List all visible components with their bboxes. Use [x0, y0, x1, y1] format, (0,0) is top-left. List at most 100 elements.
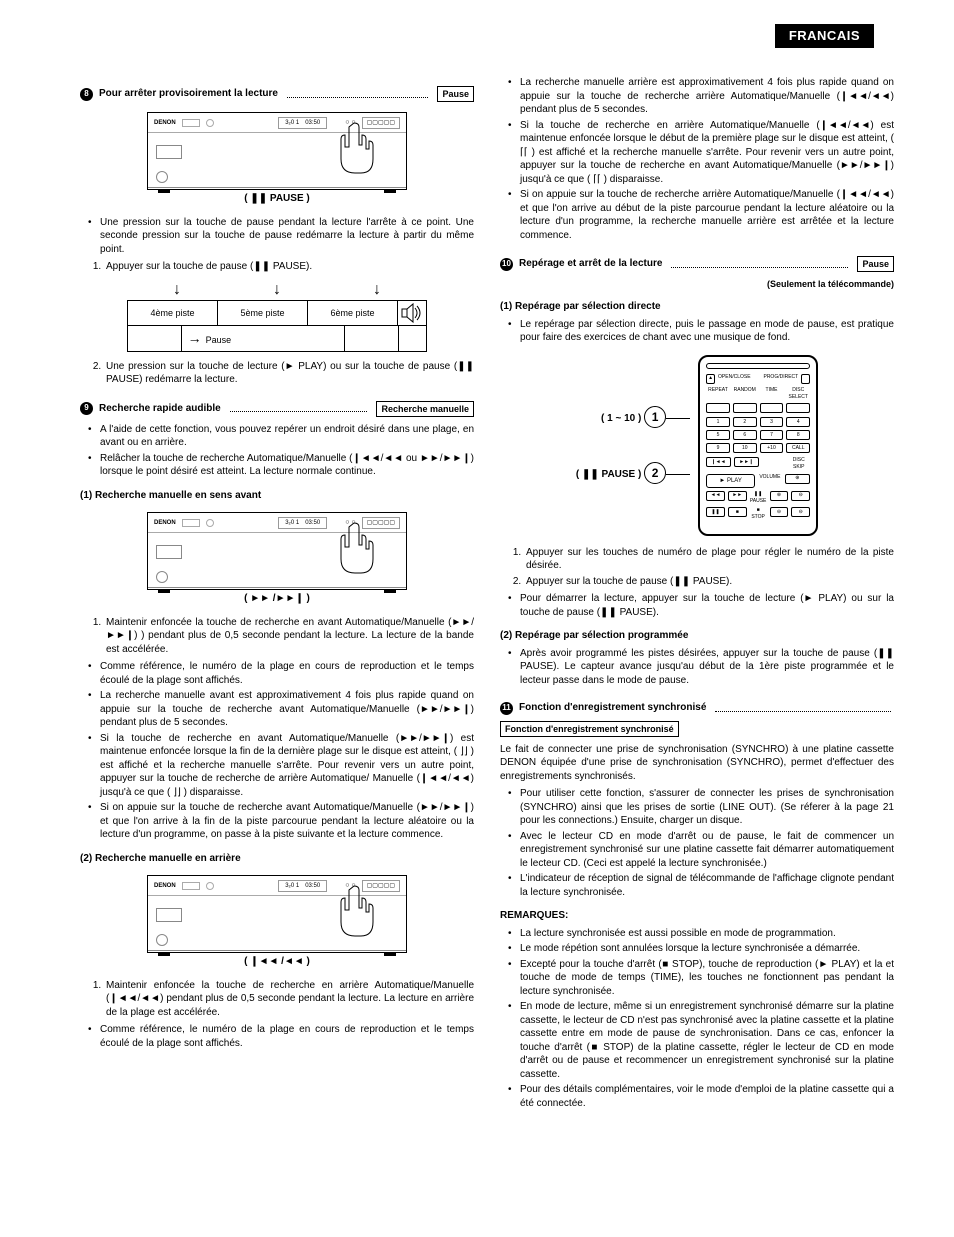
list-item: Maintenir enfoncée la touche de recherch… [104, 616, 474, 657]
bullet-item: Pour des détails complémentaires, voir l… [512, 1083, 894, 1110]
remote-num-button: 7 [760, 430, 784, 440]
subheading: (2) Repérage par sélection programmée [500, 629, 894, 643]
cd-player-illustration: DENON 3₂0 103:50 ○ ○ ▢▢▢▢▢ [147, 512, 407, 590]
remote-label: DISC SKIP [787, 457, 810, 471]
bullet-item: Excepté pour la touche d'arrêt (■ STOP),… [512, 958, 894, 999]
section-box-label: Pause [857, 256, 894, 272]
bullet-list: Comme référence, le numéro de la plage e… [80, 660, 474, 842]
bullet-list: Une pression sur la touche de pause pend… [80, 216, 474, 257]
section-title: Recherche rapide audible [99, 402, 221, 416]
display-track: 3₂0 1 [285, 519, 299, 527]
section-number-icon: 10 [500, 258, 513, 271]
section-number-icon: 8 [80, 88, 93, 101]
bullet-item: La lecture synchronisée est aussi possib… [512, 927, 894, 941]
figure-cd-player-fwd: DENON 3₂0 103:50 ○ ○ ▢▢▢▢▢ ( ►► /►►❙ ) [80, 512, 474, 606]
leader-dots [671, 261, 848, 268]
list-item: Appuyer sur les touches de numéro de pla… [524, 546, 894, 573]
bullet-item: Si la touche de recherche en avant Autom… [92, 732, 474, 800]
list-item: Une pression sur la touche de lecture (►… [104, 360, 474, 387]
numbered-list: Maintenir enfoncée la touche de recherch… [80, 979, 474, 1020]
remote-pause-button: ❚❚ [706, 507, 725, 517]
leader-dots [715, 705, 891, 712]
bullet-list: Après avoir programmé les pistes désirée… [500, 647, 894, 688]
remote-label: OPEN/CLOSE [718, 374, 751, 384]
left-column: 8 Pour arrêter provisoirement la lecture… [80, 72, 474, 1114]
bullet-item: Le mode répétion sont annulées lorsque l… [512, 942, 894, 956]
remote-num-button: +10 [760, 443, 784, 453]
remote-button: ►►❙ [734, 457, 759, 467]
remote-button: ⊕ [770, 491, 789, 501]
numbered-list: Maintenir enfoncée la touche de recherch… [80, 616, 474, 657]
remote-button: ►► [728, 491, 747, 501]
section-box-label: Pause [437, 86, 474, 102]
callout-label: ( 1 ~ 10 ) [601, 413, 641, 424]
list-item: Appuyer sur la touche de pause (❚❚ PAUSE… [104, 260, 474, 274]
bullet-item: Si on appuie sur la touche de recherche … [512, 188, 894, 242]
bullet-item: Si on appuie sur la touche de recherche … [92, 801, 474, 842]
figure-cd-player-pause: DENON 3₂0 103:50 ○ ○ ▢▢▢▢▢ ( ❚❚ PAUSE ) [80, 112, 474, 206]
remote-num-button: 8 [786, 430, 810, 440]
remote-label: RANDOM [733, 387, 757, 401]
bullet-item: Le repérage par sélection directe, puis … [512, 318, 894, 345]
bullet-list: Pour démarrer la lecture, appuyer sur la… [500, 592, 894, 619]
cd-player-illustration: DENON 3₂0 103:50 ○ ○ ▢▢▢▢▢ [147, 112, 407, 190]
bullet-item: Comme référence, le numéro de la plage e… [92, 1023, 474, 1050]
bullet-list: A l'aide de cette fonction, vous pouvez … [80, 423, 474, 479]
brand-label: DENON [154, 882, 176, 890]
bullet-item: La recherche manuelle avant est approxim… [92, 689, 474, 730]
track-cell: 6ème piste [308, 301, 398, 325]
section-8-header: 8 Pour arrêter provisoirement la lecture… [80, 86, 474, 102]
numbered-list: Appuyer sur la touche de pause (❚❚ PAUSE… [80, 260, 474, 274]
bullet-item: Comme référence, le numéro de la plage e… [92, 660, 474, 687]
brand-label: DENON [154, 519, 176, 527]
remote-num-button: 6 [733, 430, 757, 440]
bullet-list: Pour utiliser cette fonction, s'assurer … [500, 787, 894, 899]
section-box-label: Recherche manuelle [376, 401, 474, 417]
language-tab: FRANCAIS [775, 24, 874, 48]
brand-label: DENON [154, 119, 176, 127]
display-time: 03:50 [305, 882, 320, 890]
bullet-list: Comme référence, le numéro de la plage e… [80, 1023, 474, 1050]
bullet-item: En mode de lecture, même si un enregistr… [512, 1000, 894, 1081]
display-track: 3₂0 1 [285, 882, 299, 890]
hand-pointer-icon [328, 882, 380, 942]
figure-caption: ( ❚❚ PAUSE ) [80, 192, 474, 206]
bullet-item: Pour démarrer la lecture, appuyer sur la… [512, 592, 894, 619]
remote-callouts-left: ( 1 ~ 10 ) 1 ( ❚❚ PAUSE ) 2 [576, 406, 690, 484]
numbered-list: Une pression sur la touche de lecture (►… [80, 360, 474, 387]
page-columns: 8 Pour arrêter provisoirement la lecture… [80, 72, 894, 1114]
remote-button: ❙◄◄ [706, 457, 731, 467]
remote-illustration: ▲ OPEN/CLOSE PROG/DIRECT REPEAT RANDOM T… [698, 355, 818, 536]
remote-label: ❚❚ PAUSE [750, 491, 767, 505]
right-column: La recherche manuelle arrière est approx… [500, 72, 894, 1114]
remote-button: ⊕ [785, 474, 811, 484]
display-track: 3₂0 1 [285, 119, 299, 127]
figure-caption: ( ►► /►►❙ ) [80, 592, 474, 606]
display-time: 03:50 [305, 119, 320, 127]
remote-number-grid: 1 2 3 4 5 6 7 8 9 10 +10 CALL [706, 417, 810, 453]
remote-figure: ( 1 ~ 10 ) 1 ( ❚❚ PAUSE ) 2 ▲ OPEN/CLOSE… [500, 355, 894, 536]
section-9-header: 9 Recherche rapide audible Recherche man… [80, 401, 474, 417]
leader-dots [287, 91, 429, 98]
figure-cd-player-rew: DENON 3₂0 103:50 ○ ○ ▢▢▢▢▢ ( ❙◄◄ /◄◄ ) [80, 875, 474, 969]
bullet-item: Avec le lecteur CD en mode d'arrêt ou de… [512, 830, 894, 871]
bullet-item: Relâcher la touche de recherche Automati… [92, 452, 474, 479]
remote-label: ■ STOP [750, 507, 767, 521]
bullet-list: Le repérage par sélection directe, puis … [500, 318, 894, 345]
numbered-list: Appuyer sur les touches de numéro de pla… [500, 546, 894, 589]
track-cell: 5ème piste [218, 301, 308, 325]
hand-pointer-icon [328, 519, 380, 579]
remote-num-button: 9 [706, 443, 730, 453]
speaker-icon [398, 301, 426, 325]
section-10-header: 10 Repérage et arrêt de la lecture Pause [500, 256, 894, 272]
bullet-item: Après avoir programmé les pistes désirée… [512, 647, 894, 688]
remote-num-button: 2 [733, 417, 757, 427]
track-cell: 4ème piste [128, 301, 218, 325]
hand-pointer-icon [328, 119, 380, 179]
remote-num-button: CALL [786, 443, 810, 453]
display-time: 03:50 [305, 519, 320, 527]
bullet-item: Une pression sur la touche de pause pend… [92, 216, 474, 257]
remote-num-button: 10 [733, 443, 757, 453]
bullet-item: Pour utiliser cette fonction, s'assurer … [512, 787, 894, 828]
leader-dots [230, 405, 368, 412]
